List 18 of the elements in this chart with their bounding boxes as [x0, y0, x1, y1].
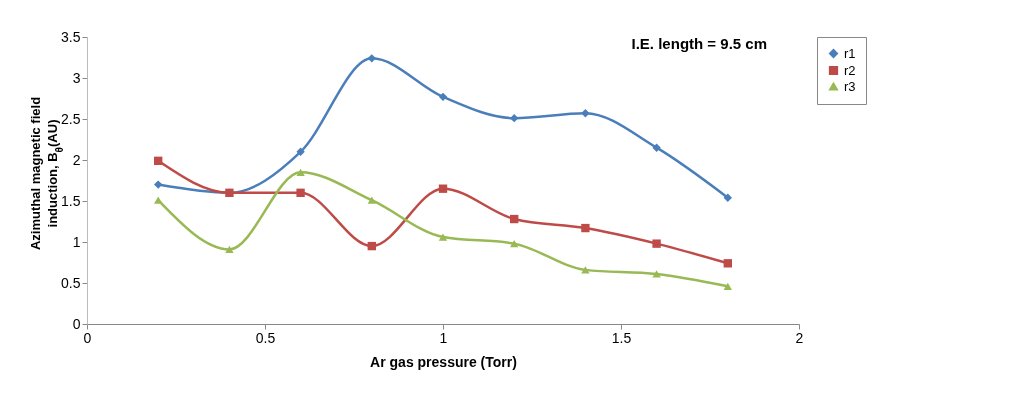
y-tick-label: 1.5: [61, 192, 81, 209]
legend-label: r2: [844, 62, 856, 78]
y-tick-label: 2.5: [61, 110, 81, 127]
annotation: I.E. length = 9.5 cm: [631, 35, 767, 52]
x-tick-label: 1.5: [611, 329, 632, 346]
y-tick-label: 2: [72, 151, 81, 168]
y-tick-label: 0: [72, 315, 81, 332]
y-tick-label: 0.5: [61, 274, 81, 291]
x-tick-label: 2: [795, 329, 804, 346]
x-axis-title: Ar gas pressure (Torr): [370, 353, 517, 370]
legend-label: r1: [844, 45, 856, 61]
x-tick-label: 1: [439, 329, 448, 346]
x-tick-label: 0: [83, 329, 92, 346]
y-tick-label: 1: [72, 233, 81, 250]
legend-label: r3: [844, 78, 856, 94]
y-tick-label: 3: [72, 69, 81, 86]
x-tick-label: 0.5: [255, 329, 276, 346]
y-tick-label: 3.5: [61, 28, 81, 45]
